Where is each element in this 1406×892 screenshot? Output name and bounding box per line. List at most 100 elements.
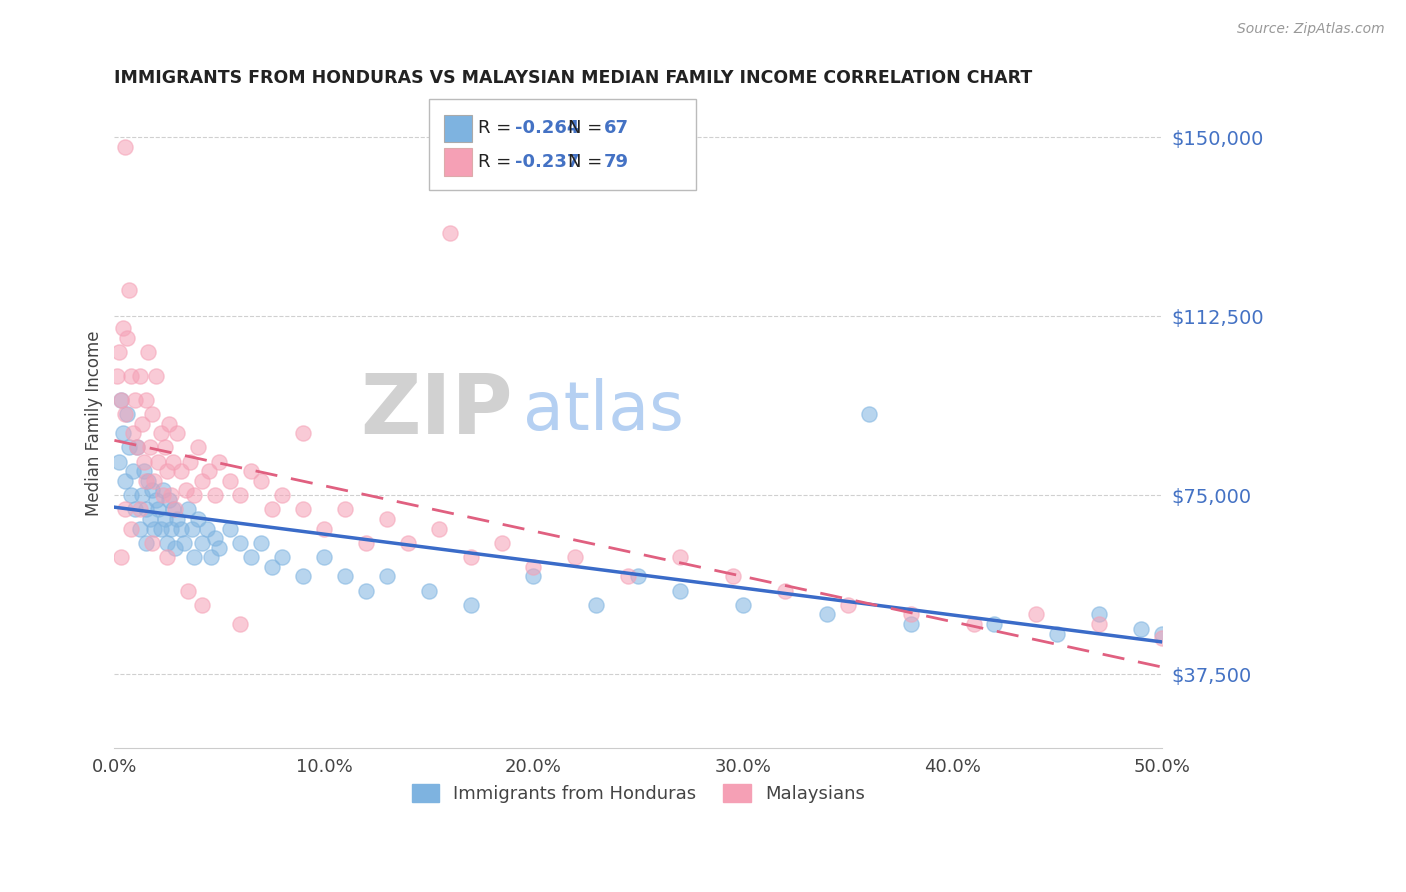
Point xyxy=(396,536,419,550)
Point xyxy=(312,550,335,565)
Point xyxy=(900,607,922,622)
Point xyxy=(110,550,132,565)
Point xyxy=(250,474,273,488)
Point xyxy=(250,536,273,550)
Point xyxy=(143,474,166,488)
Point xyxy=(118,441,141,455)
Point xyxy=(127,441,149,455)
Point xyxy=(491,536,513,550)
Point xyxy=(239,464,262,478)
Point xyxy=(375,569,398,583)
Point xyxy=(165,541,187,555)
Point xyxy=(149,426,172,441)
Point xyxy=(166,512,188,526)
Point xyxy=(418,583,440,598)
Point xyxy=(439,226,461,240)
Point xyxy=(111,321,134,335)
Point xyxy=(156,550,179,565)
Point xyxy=(136,474,159,488)
Point xyxy=(669,550,692,565)
Point xyxy=(135,502,157,516)
Point xyxy=(460,550,482,565)
Point xyxy=(292,426,315,441)
Point xyxy=(157,417,180,431)
Point xyxy=(131,488,153,502)
Text: N =: N = xyxy=(568,120,607,137)
Point xyxy=(187,512,209,526)
Point xyxy=(148,455,170,469)
Text: -0.237: -0.237 xyxy=(515,153,579,171)
Text: R =: R = xyxy=(478,120,517,137)
Point xyxy=(204,488,226,502)
Text: N =: N = xyxy=(568,153,607,171)
Point xyxy=(187,441,209,455)
Point xyxy=(139,512,162,526)
Point xyxy=(260,559,283,574)
Point xyxy=(1088,617,1111,632)
Point xyxy=(271,488,294,502)
Point xyxy=(354,536,377,550)
Point xyxy=(191,598,214,612)
Point xyxy=(195,522,218,536)
Y-axis label: Median Family Income: Median Family Income xyxy=(86,331,103,516)
Point xyxy=(292,569,315,583)
Point xyxy=(460,598,482,612)
Point xyxy=(162,455,184,469)
Point xyxy=(165,502,187,516)
Text: -0.264: -0.264 xyxy=(515,120,579,137)
Point xyxy=(218,474,240,488)
Point xyxy=(107,455,129,469)
Point xyxy=(105,368,128,383)
Point xyxy=(177,583,200,598)
Point xyxy=(191,474,214,488)
Point xyxy=(1046,626,1069,640)
Point xyxy=(218,522,240,536)
FancyBboxPatch shape xyxy=(429,99,696,190)
Point xyxy=(333,502,356,516)
Point xyxy=(669,583,692,598)
Point xyxy=(135,392,157,407)
Point xyxy=(157,492,180,507)
Point xyxy=(131,417,153,431)
Point xyxy=(173,536,195,550)
Point xyxy=(229,488,252,502)
Point xyxy=(120,488,142,502)
Point xyxy=(153,512,176,526)
Point xyxy=(292,502,315,516)
Point xyxy=(156,464,179,478)
Point xyxy=(114,502,136,516)
Point xyxy=(179,455,201,469)
Point xyxy=(983,617,1005,632)
Point xyxy=(617,569,640,583)
Text: IMMIGRANTS FROM HONDURAS VS MALAYSIAN MEDIAN FAMILY INCOME CORRELATION CHART: IMMIGRANTS FROM HONDURAS VS MALAYSIAN ME… xyxy=(114,69,1032,87)
Point xyxy=(858,407,880,421)
Point xyxy=(141,536,163,550)
Point xyxy=(312,522,335,536)
Point xyxy=(1088,607,1111,622)
Point xyxy=(208,455,231,469)
Point xyxy=(132,464,155,478)
Point xyxy=(170,522,193,536)
Point xyxy=(962,617,984,632)
Point xyxy=(152,488,174,502)
Point xyxy=(564,550,586,565)
Point xyxy=(160,522,183,536)
Point xyxy=(200,550,222,565)
Point xyxy=(111,426,134,441)
Point xyxy=(145,368,167,383)
Point xyxy=(124,392,146,407)
Point xyxy=(721,569,744,583)
Point xyxy=(141,407,163,421)
Point xyxy=(122,464,145,478)
Text: 67: 67 xyxy=(603,120,628,137)
Point xyxy=(170,464,193,478)
Point xyxy=(124,502,146,516)
Point xyxy=(174,483,197,498)
Point xyxy=(148,502,170,516)
Point xyxy=(177,502,200,516)
Point xyxy=(1152,632,1174,646)
Point xyxy=(208,541,231,555)
Point xyxy=(773,583,796,598)
Point xyxy=(239,550,262,565)
Point xyxy=(120,368,142,383)
